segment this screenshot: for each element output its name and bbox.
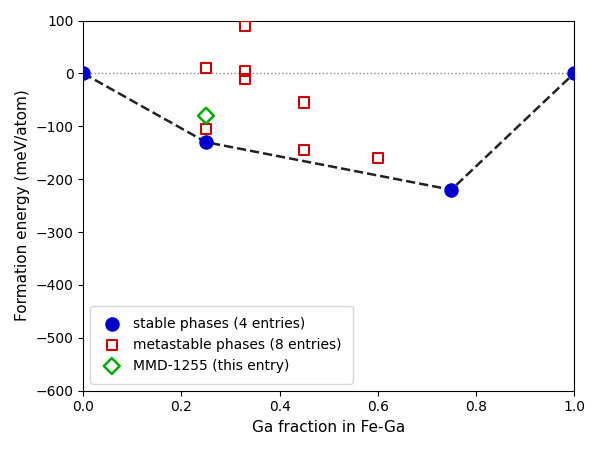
stable phases (4 entries) (569, 70, 579, 77)
stable phases (4 entries) (446, 186, 456, 194)
metastable phases (8 entries) (241, 75, 250, 82)
metastable phases (8 entries) (373, 154, 383, 162)
metastable phases (8 entries) (299, 147, 309, 154)
stable phases (4 entries) (79, 70, 88, 77)
metastable phases (8 entries) (241, 67, 250, 74)
X-axis label: Ga fraction in Fe-Ga: Ga fraction in Fe-Ga (252, 420, 405, 435)
stable phases (4 entries) (201, 139, 211, 146)
metastable phases (8 entries) (201, 125, 211, 132)
Legend: stable phases (4 entries), metastable phases (8 entries), MMD-1255 (this entry): stable phases (4 entries), metastable ph… (90, 306, 353, 384)
Y-axis label: Formation energy (meV/atom): Formation energy (meV/atom) (15, 90, 30, 321)
metastable phases (8 entries) (241, 22, 250, 29)
MMD-1255 (this entry) (201, 112, 211, 119)
metastable phases (8 entries) (299, 99, 309, 106)
metastable phases (8 entries) (201, 64, 211, 72)
